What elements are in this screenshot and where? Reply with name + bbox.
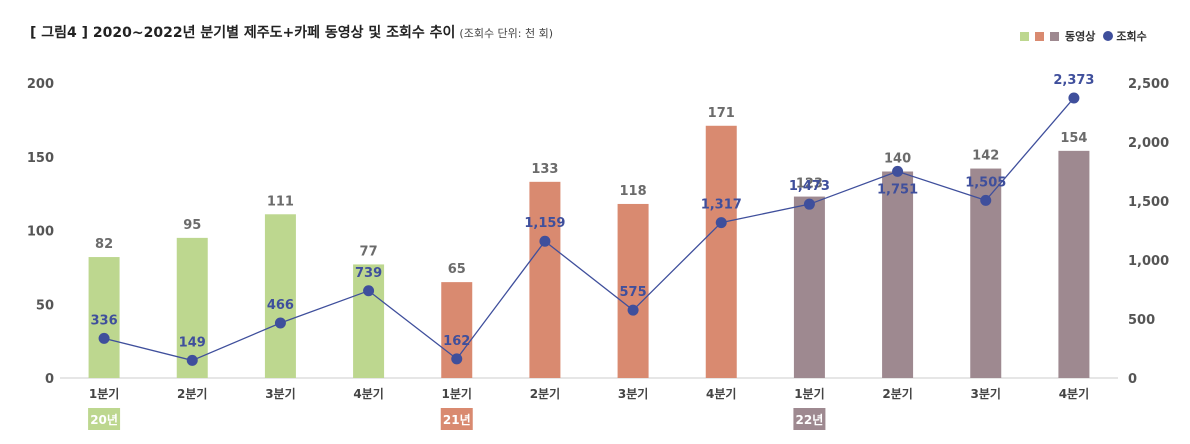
- x-tick-label: 2분기: [177, 386, 207, 401]
- bar: [617, 203, 649, 378]
- x-tick-label: 3분기: [265, 386, 295, 401]
- chart-title: [ 그림4 ] 2020~2022년 분기별 제주도+카페 동영상 및 조회수 …: [30, 22, 553, 42]
- bar: [353, 264, 385, 378]
- y-right-tick-label: 500: [1128, 313, 1155, 328]
- line-value-label: 1,505: [965, 175, 1006, 190]
- bar-value-label: 65: [448, 262, 466, 277]
- line-value-label: 149: [179, 335, 206, 350]
- bar-value-label: 154: [1060, 131, 1087, 146]
- bar-value-label: 82: [95, 237, 113, 252]
- line-point: [627, 304, 639, 316]
- line-point: [1068, 92, 1080, 104]
- y-right-tick-label: 2,000: [1128, 136, 1169, 151]
- line-point: [803, 198, 815, 210]
- line-point: [980, 194, 992, 206]
- line-point: [186, 354, 198, 366]
- bar-value-label: 123: [796, 177, 823, 192]
- y-left-tick-label: 150: [27, 151, 54, 166]
- legend: 동영상 조회수: [1020, 28, 1147, 44]
- bar: [793, 196, 825, 378]
- bar: [176, 237, 208, 378]
- y-left-tick-label: 50: [36, 298, 54, 313]
- series-line-views: [103, 97, 1075, 362]
- line-point: [451, 353, 463, 365]
- line-point: [715, 217, 727, 229]
- year-badge-label: 22년: [796, 413, 824, 427]
- chart-title-text: [ 그림4 ] 2020~2022년 분기별 제주도+카페 동영상 및 조회수 …: [30, 25, 456, 41]
- year-badge: [88, 408, 121, 430]
- x-tick-label: 1분기: [794, 386, 824, 401]
- line-point: [892, 165, 904, 177]
- legend-swatch-2020: [1020, 31, 1029, 41]
- year-badge-label: 20년: [90, 413, 118, 427]
- bar-value-label: 140: [884, 152, 911, 167]
- bar-value-label: 118: [620, 184, 647, 199]
- bar: [1058, 150, 1090, 378]
- line-value-label: 162: [443, 334, 470, 349]
- year-badge: [793, 408, 826, 430]
- line-point: [539, 235, 551, 247]
- line-point: [274, 317, 286, 329]
- bar-value-label: 171: [708, 106, 735, 121]
- y-left-tick-label: 200: [27, 77, 54, 92]
- legend-label-line: 조회수: [1116, 30, 1147, 43]
- bar: [88, 257, 120, 378]
- legend-swatch-2021: [1035, 31, 1044, 41]
- x-tick-label: 4분기: [1059, 386, 1089, 401]
- x-tick-label: 1분기: [89, 386, 119, 401]
- line-value-label: 1,473: [789, 179, 830, 194]
- line-value-label: 1,159: [524, 216, 565, 231]
- year-badge: [440, 408, 473, 430]
- x-tick-label: 3분기: [618, 386, 648, 401]
- year-badge-label: 21년: [443, 413, 471, 427]
- legend-dot-line: [1103, 31, 1114, 41]
- line-value-label: 575: [620, 285, 647, 300]
- bar-value-label: 111: [267, 194, 294, 209]
- bar-value-label: 95: [183, 218, 201, 233]
- y-left-tick-label: 100: [27, 225, 54, 240]
- x-tick-label: 2분기: [882, 386, 912, 401]
- bar: [264, 214, 296, 378]
- bar-value-label: 142: [972, 149, 999, 164]
- line-point: [363, 285, 375, 297]
- bar-value-label: 133: [531, 162, 558, 177]
- y-right-tick-label: 1,000: [1128, 254, 1169, 269]
- x-tick-label: 1분기: [442, 386, 472, 401]
- x-tick-label: 4분기: [353, 386, 383, 401]
- y-right-tick-label: 0: [1128, 372, 1137, 387]
- bar: [529, 181, 561, 378]
- line-value-label: 336: [91, 313, 118, 328]
- bar: [705, 125, 737, 379]
- x-tick-label: 4분기: [706, 386, 736, 401]
- line-value-label: 739: [355, 266, 382, 281]
- line-value-label: 1,317: [701, 198, 742, 213]
- y-left-tick-label: 0: [45, 372, 54, 387]
- legend-swatch-2022: [1050, 31, 1059, 41]
- x-tick-label: 2분기: [530, 386, 560, 401]
- x-tick-label: 3분기: [971, 386, 1001, 401]
- line-point: [98, 332, 110, 344]
- y-right-tick-label: 2,500: [1128, 77, 1169, 92]
- bar-value-label: 77: [360, 244, 378, 259]
- y-right-tick-label: 1,500: [1128, 195, 1169, 210]
- line-value-label: 1,751: [877, 182, 918, 197]
- chart-subtitle: (조회수 단위: 천 회): [459, 27, 554, 40]
- line-value-label: 2,373: [1053, 73, 1094, 88]
- legend-label-bars: 동영상: [1065, 30, 1096, 43]
- bar: [882, 171, 914, 378]
- line-value-label: 466: [267, 298, 294, 313]
